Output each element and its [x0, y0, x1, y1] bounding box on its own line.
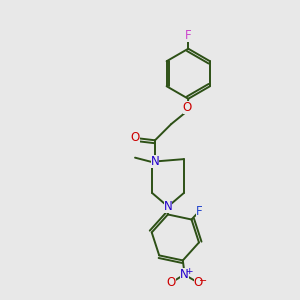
Text: N: N	[180, 268, 189, 281]
Text: O: O	[194, 276, 203, 289]
Text: O: O	[183, 100, 192, 113]
Text: N: N	[164, 200, 172, 213]
Text: F: F	[196, 205, 203, 218]
Text: +: +	[185, 266, 193, 275]
Text: O: O	[167, 276, 176, 289]
Text: −: −	[199, 276, 207, 286]
Text: O: O	[130, 131, 140, 144]
Text: N: N	[151, 155, 159, 168]
Text: F: F	[185, 29, 192, 42]
